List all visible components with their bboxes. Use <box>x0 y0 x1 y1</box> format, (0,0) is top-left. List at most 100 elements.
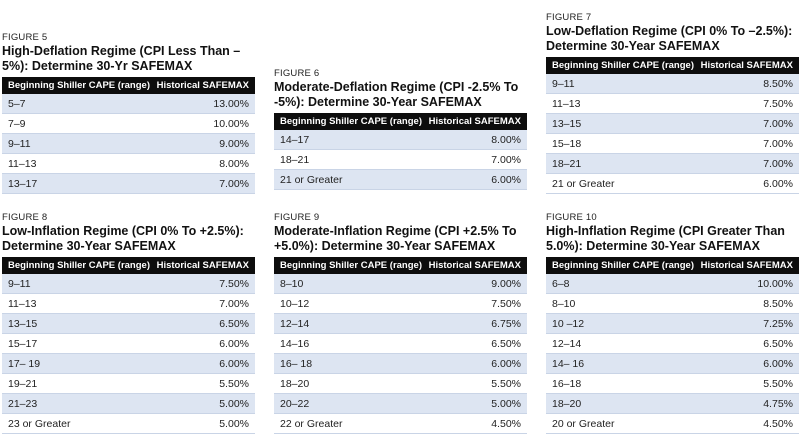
safemax-cell: 5.50% <box>150 373 255 394</box>
cape-range-cell: 11–13 <box>546 93 694 114</box>
table-row: 18–20 4.75% <box>546 393 799 414</box>
safemax-cell: 6.00% <box>150 333 255 354</box>
cape-range-cell: 13–15 <box>2 313 150 334</box>
figure-8: FIGURE 8 Low-Inflation Regime (CPI 0% To … <box>2 212 255 434</box>
safemax-cell: 9.00% <box>422 274 527 294</box>
table-row: 17– 19 6.00% <box>2 353 255 374</box>
cape-range-cell: 18–20 <box>274 373 422 394</box>
safemax-table: Beginning Shiller CAPE (range) Historical… <box>546 57 799 194</box>
table-row: 16– 18 6.00% <box>274 353 527 374</box>
table-row: 11–13 8.00% <box>2 153 255 174</box>
cape-range-cell: 13–15 <box>546 113 694 134</box>
cape-range-cell: 15–17 <box>2 333 150 354</box>
safemax-table: Beginning Shiller CAPE (range) Historical… <box>274 113 527 190</box>
cape-range-cell: 7–9 <box>2 113 150 134</box>
safemax-cell: 5.00% <box>150 413 255 434</box>
table-row: 9–11 7.50% <box>2 274 255 294</box>
cape-range-cell: 6–8 <box>546 274 694 294</box>
safemax-cell: 6.75% <box>422 313 527 334</box>
cape-range-cell: 21–23 <box>2 393 150 414</box>
table-row: 20 or Greater 4.50% <box>546 413 799 434</box>
table-row: 8–10 9.00% <box>274 274 527 294</box>
safemax-cell: 6.50% <box>422 333 527 354</box>
table-row: 13–15 6.50% <box>2 313 255 334</box>
table-row: 7–9 10.00% <box>2 113 255 134</box>
cape-range-cell: 19–21 <box>2 373 150 394</box>
safemax-cell: 6.00% <box>694 173 799 194</box>
safemax-cell: 7.50% <box>694 93 799 114</box>
safemax-cell: 6.00% <box>422 353 527 374</box>
cape-range-cell: 18–21 <box>546 153 694 174</box>
column-header-cape: Beginning Shiller CAPE (range) <box>546 257 694 274</box>
safemax-cell: 7.00% <box>150 173 255 194</box>
cape-range-cell: 14–16 <box>274 333 422 354</box>
cape-range-cell: 17– 19 <box>2 353 150 374</box>
safemax-cell: 6.00% <box>694 353 799 374</box>
table-header-row: Beginning Shiller CAPE (range) Historical… <box>274 257 527 274</box>
figure-title: High-Inflation Regime (CPI Greater Than … <box>546 224 785 253</box>
table-row: 18–21 7.00% <box>546 153 799 174</box>
safemax-cell: 7.00% <box>694 153 799 174</box>
figure-label: FIGURE 5 <box>2 32 48 43</box>
cape-range-cell: 14–17 <box>274 130 422 150</box>
column-header-safemax: Historical SAFEMAX <box>422 113 527 130</box>
table-row: 23 or Greater 5.00% <box>2 413 255 434</box>
safemax-cell: 5.00% <box>422 393 527 414</box>
table-row: 18–20 5.50% <box>274 373 527 394</box>
cape-range-cell: 9–11 <box>2 133 150 154</box>
safemax-table: Beginning Shiller CAPE (range) Historical… <box>274 257 527 434</box>
safemax-cell: 7.00% <box>422 149 527 170</box>
table-row: 15–18 7.00% <box>546 133 799 154</box>
table-row: 10 –12 7.25% <box>546 313 799 334</box>
safemax-cell: 4.50% <box>422 413 527 434</box>
cape-range-cell: 5–7 <box>2 94 150 114</box>
table-row: 20–22 5.00% <box>274 393 527 414</box>
cape-range-cell: 8–10 <box>274 274 422 294</box>
table-row: 14–16 6.50% <box>274 333 527 354</box>
column-header-cape: Beginning Shiller CAPE (range) <box>546 57 694 74</box>
figure-label: FIGURE 10 <box>546 212 597 223</box>
table-row: 5–7 13.00% <box>2 94 255 114</box>
cape-range-cell: 11–13 <box>2 153 150 174</box>
cape-range-cell: 23 or Greater <box>2 413 150 434</box>
cape-range-cell: 13–17 <box>2 173 150 194</box>
figure-title: Moderate-Deflation Regime (CPI -2.5% To … <box>274 80 519 109</box>
column-header-cape: Beginning Shiller CAPE (range) <box>2 257 150 274</box>
cape-range-cell: 21 or Greater <box>274 169 422 190</box>
cape-range-cell: 18–21 <box>274 149 422 170</box>
figure-label: FIGURE 9 <box>274 212 320 223</box>
cape-range-cell: 21 or Greater <box>546 173 694 194</box>
cape-range-cell: 12–14 <box>546 333 694 354</box>
column-header-cape: Beginning Shiller CAPE (range) <box>274 113 422 130</box>
safemax-cell: 6.50% <box>694 333 799 354</box>
table-row: 8–10 8.50% <box>546 293 799 314</box>
table-row: 11–13 7.50% <box>546 93 799 114</box>
table-row: 21–23 5.00% <box>2 393 255 414</box>
column-header-cape: Beginning Shiller CAPE (range) <box>2 77 150 94</box>
safemax-cell: 4.50% <box>694 413 799 434</box>
safemax-cell: 5.50% <box>694 373 799 394</box>
table-row: 9–11 9.00% <box>2 133 255 154</box>
safemax-cell: 13.00% <box>150 94 255 114</box>
cape-range-cell: 16– 18 <box>274 353 422 374</box>
safemax-cell: 7.00% <box>694 113 799 134</box>
safemax-cell: 8.00% <box>422 130 527 150</box>
cape-range-cell: 11–13 <box>2 293 150 314</box>
cape-range-cell: 16–18 <box>546 373 694 394</box>
safemax-cell: 9.00% <box>150 133 255 154</box>
safemax-table: Beginning Shiller CAPE (range) Historical… <box>2 257 255 434</box>
safemax-cell: 7.00% <box>150 293 255 314</box>
cape-range-cell: 10–12 <box>274 293 422 314</box>
figure-title: Low-Deflation Regime (CPI 0% To –2.5%): … <box>546 24 793 53</box>
column-header-safemax: Historical SAFEMAX <box>150 257 255 274</box>
table-row: 19–21 5.50% <box>2 373 255 394</box>
safemax-cell: 6.50% <box>150 313 255 334</box>
safemax-cell: 7.50% <box>422 293 527 314</box>
table-header-row: Beginning Shiller CAPE (range) Historical… <box>2 77 255 94</box>
figure-7: FIGURE 7 Low-Deflation Regime (CPI 0% To … <box>546 12 799 194</box>
column-header-safemax: Historical SAFEMAX <box>694 257 799 274</box>
cape-range-cell: 12–14 <box>274 313 422 334</box>
figure-title: Low-Inflation Regime (CPI 0% To +2.5%): … <box>2 224 244 253</box>
safemax-cell: 7.25% <box>694 313 799 334</box>
safemax-cell: 6.00% <box>150 353 255 374</box>
